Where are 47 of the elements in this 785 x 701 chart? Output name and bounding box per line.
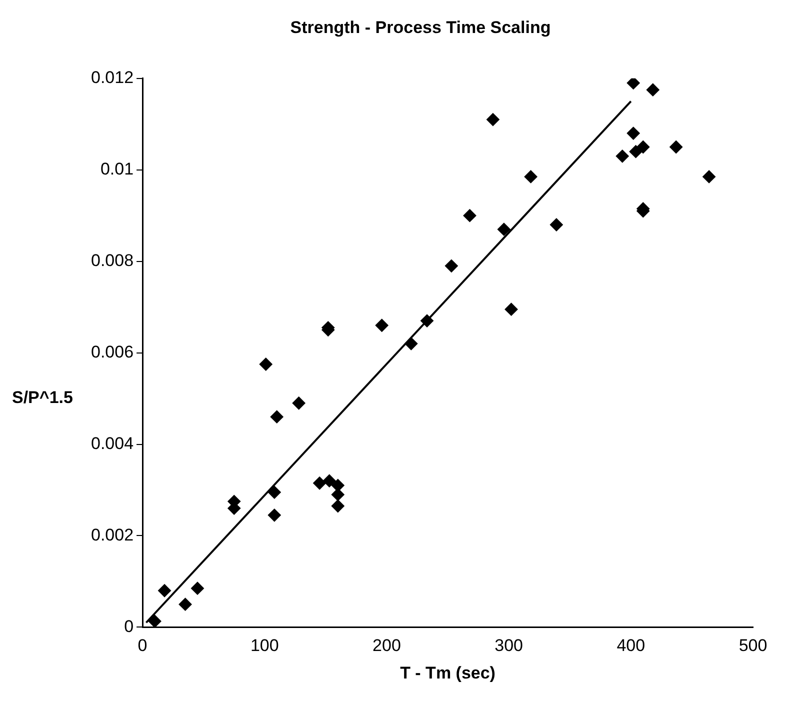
y-axis-title: S/P^1.5	[12, 388, 73, 408]
point	[504, 302, 518, 316]
point	[331, 488, 344, 502]
y-tick-label: 0.002	[90, 525, 134, 544]
point	[331, 478, 344, 492]
y-tick-label: 0.006	[90, 342, 134, 362]
point	[616, 150, 629, 163]
y-tick-label: 0.008	[90, 251, 134, 270]
point	[444, 259, 458, 272]
point	[702, 170, 716, 184]
point	[148, 614, 162, 628]
point	[486, 113, 500, 126]
point	[550, 218, 563, 232]
point	[463, 209, 476, 222]
point	[292, 396, 306, 410]
point	[626, 78, 640, 90]
point	[646, 83, 660, 96]
y-tick-label: 0.012	[90, 68, 134, 88]
x-tick-label: 100	[250, 636, 279, 656]
x-tick-label: 200	[372, 636, 401, 656]
x-axis-title: T - Tm (sec)	[400, 663, 496, 682]
y-tick-label: 0.004	[90, 434, 134, 453]
y-tick-label: 0	[124, 616, 134, 636]
point	[670, 140, 683, 154]
point	[497, 222, 510, 236]
point	[524, 170, 538, 184]
point	[322, 474, 336, 488]
point	[636, 140, 650, 154]
point	[404, 337, 418, 350]
x-tick-label: 500	[738, 636, 768, 656]
x-tick-label: 0	[138, 636, 148, 656]
point	[190, 582, 204, 595]
y-tick-label: 0.01	[100, 160, 134, 179]
point	[420, 314, 434, 328]
point	[268, 486, 281, 499]
chart-title: Strength - Process Time Scaling	[290, 18, 551, 37]
point	[268, 508, 281, 522]
point	[178, 598, 192, 611]
point	[259, 358, 272, 371]
point	[270, 410, 284, 424]
point	[331, 500, 344, 513]
point	[158, 584, 172, 598]
point	[375, 318, 388, 332]
x-tick-label: 400	[616, 636, 646, 656]
point	[626, 126, 640, 140]
point	[313, 476, 326, 490]
x-tick-label: 300	[494, 636, 524, 656]
